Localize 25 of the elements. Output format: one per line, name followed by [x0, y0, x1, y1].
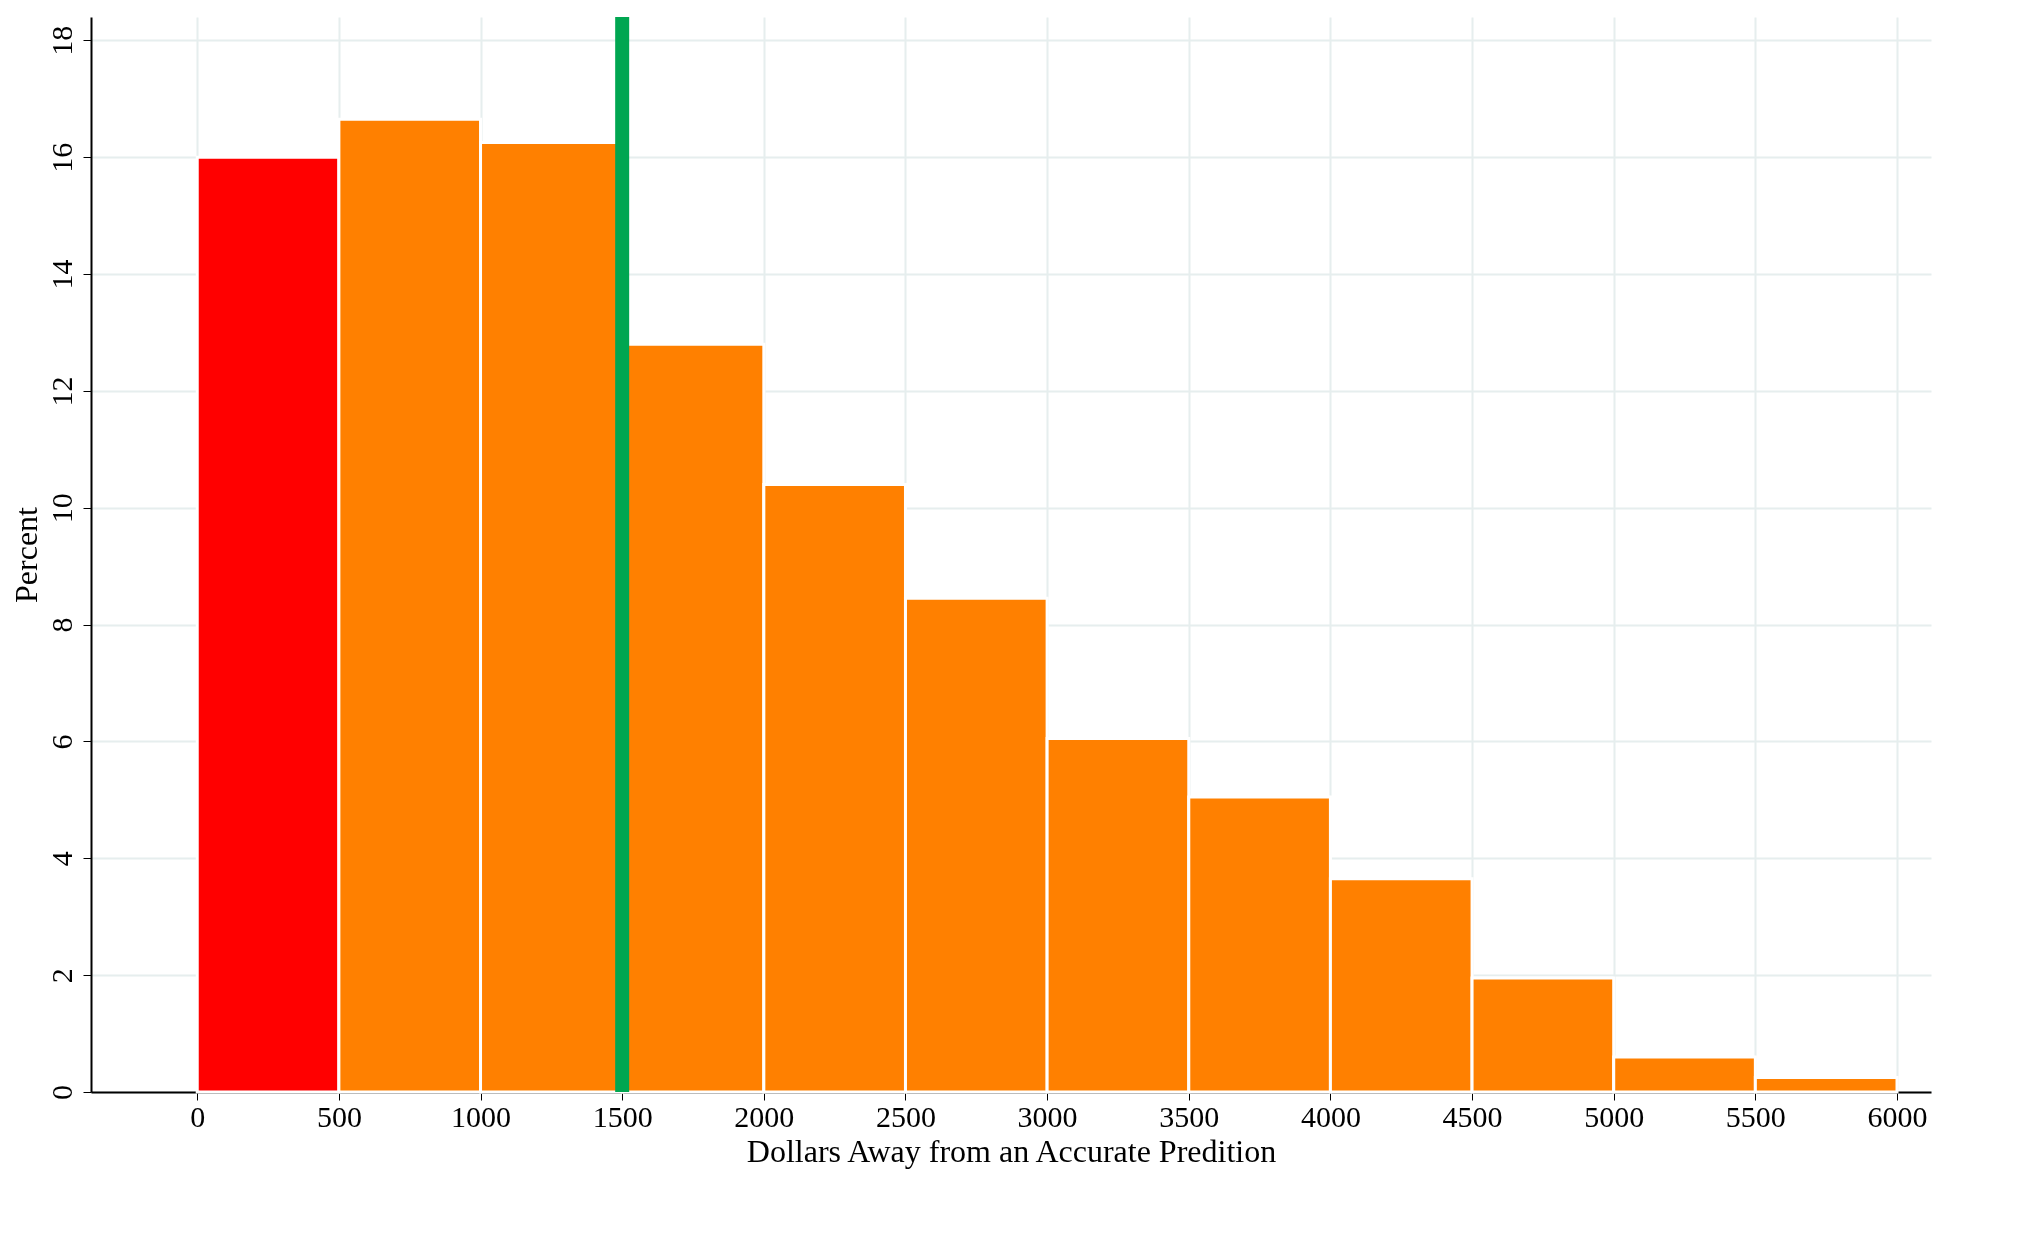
- x-tick-label: 2000: [734, 1099, 795, 1133]
- x-tick-label: 3000: [1017, 1099, 1078, 1133]
- x-tick-label: 500: [316, 1099, 362, 1133]
- y-tick-label: 10: [44, 493, 78, 524]
- x-tick-label: 2500: [875, 1099, 936, 1133]
- x-tick-label: 1000: [451, 1099, 512, 1133]
- x-tick-label: 4500: [1442, 1099, 1503, 1133]
- y-tick-label: 6: [44, 734, 78, 750]
- x-tick-label: 1500: [592, 1099, 653, 1133]
- x-tick-label: 0: [190, 1099, 206, 1133]
- x-tick-label: 5000: [1584, 1099, 1645, 1133]
- x-tick-label: 6000: [1867, 1099, 1928, 1133]
- y-tick-label: 0: [44, 1085, 78, 1100]
- y-tick-label: 12: [44, 376, 78, 407]
- y-axis-title: Percent: [7, 506, 44, 603]
- x-axis-title: Dollars Away from an Accurate Predition: [746, 1132, 1277, 1169]
- x-tick-label: 3500: [1159, 1099, 1220, 1133]
- y-tick-label: 14: [44, 259, 78, 290]
- y-tick-label: 16: [44, 142, 78, 173]
- y-tick-label: 2: [44, 968, 78, 984]
- x-tick-label: 5500: [1725, 1099, 1786, 1133]
- x-tick-label: 4000: [1300, 1099, 1361, 1133]
- y-tick-label: 18: [44, 25, 78, 56]
- y-tick-label: 4: [44, 851, 78, 867]
- y-tick-label: 8: [44, 617, 78, 633]
